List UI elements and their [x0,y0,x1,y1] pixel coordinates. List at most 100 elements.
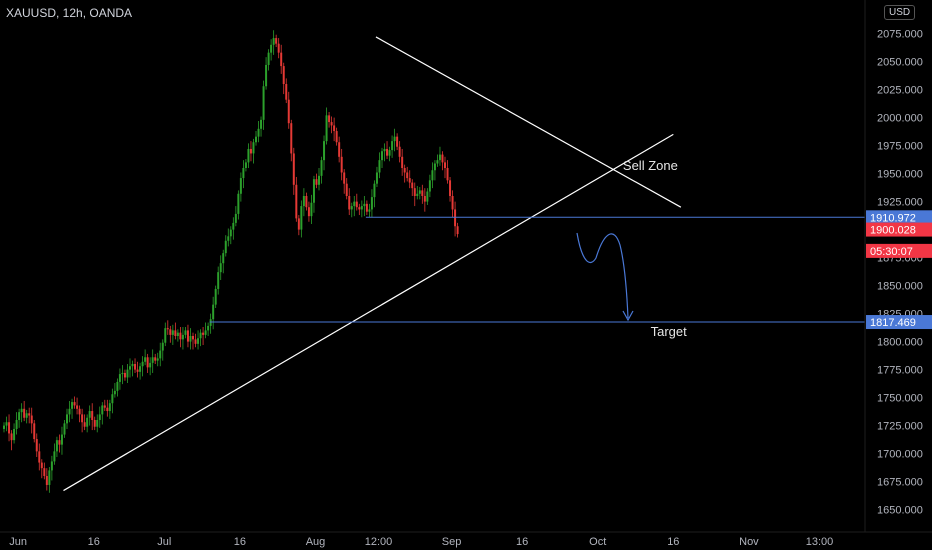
candle-body [282,66,285,84]
candle-body [101,405,104,415]
candle-body [113,390,116,395]
y-tick-label: 1650.000 [877,505,923,517]
candle-body [28,413,31,416]
candles [3,30,459,493]
candle-body [307,207,310,217]
candle-body [451,196,454,210]
candle-body [441,154,444,163]
candle-body [227,236,230,241]
x-tick-label: 16 [234,536,246,548]
candle-body [406,172,409,179]
candle-body [91,411,94,420]
candle-body [202,332,205,335]
candle-body [262,86,265,120]
candle-body [249,148,252,154]
candle-body [81,414,84,423]
candle-body [358,207,361,210]
candle-body [86,417,89,427]
projection-arrow[interactable] [576,232,634,322]
trendline-2[interactable] [375,36,682,208]
candle-body [277,43,280,53]
arrow-path[interactable] [576,232,629,319]
y-tick-label: 1750.000 [877,393,923,405]
candle-body [38,451,41,463]
candle-body [315,179,318,185]
candle-body [161,342,164,351]
candle-body [383,148,386,152]
candle-body [164,328,167,343]
trendline-1[interactable] [63,133,674,492]
candle-body [123,372,126,378]
candle-body [129,366,131,370]
candle-body [146,357,149,368]
currency-button[interactable]: USD [884,5,916,20]
candle-body [207,325,210,331]
candle-body [20,408,23,413]
candle-body [98,414,101,420]
candle-body [413,188,416,196]
candle-body [181,334,184,340]
x-tick-label: 16 [88,536,100,548]
candle-body [433,163,436,171]
x-tick-label: Nov [739,536,759,548]
candle-body [18,412,21,420]
candle-body [265,64,268,87]
y-tick-label: 1975.000 [877,141,923,153]
candle-body [340,156,343,173]
candle-body [93,420,96,427]
candle-body [393,136,396,142]
candle-body [234,213,237,223]
level-lines[interactable] [209,216,865,323]
y-tick-label: 1775.000 [877,365,923,377]
candle-body [83,422,86,427]
candle-body [25,413,28,418]
trendlines[interactable] [63,36,682,492]
annotation-label: Target [651,324,688,339]
countdown-label: 05:30:07 [870,246,913,258]
annotations: Sell Zone Target [623,158,687,339]
candle-body [204,330,207,335]
candle-body [267,52,270,65]
candle-body [222,253,225,264]
candle-body [136,369,139,372]
candle-body [328,115,331,123]
candle-body [8,422,11,434]
candle-body [189,336,192,342]
candle-body [169,329,172,335]
chart-title: XAUUSD, 12h, OANDA [6,6,133,20]
candle-body [134,364,137,370]
candle-body [184,330,187,335]
candle-body [292,153,295,185]
candle-body [421,190,424,196]
candle-body [242,168,245,179]
candle-body [237,193,240,214]
candle-body [103,405,106,408]
candle-body [159,350,162,359]
candle-body [179,332,182,340]
candle-body [355,201,358,208]
candle-body [224,240,227,254]
candle-body [151,357,154,363]
x-tick-label: 12:00 [365,536,393,548]
candle-body [63,423,66,435]
candle-body [257,128,260,137]
y-tick-label: 1925.000 [877,197,923,209]
current-price-tag [866,222,932,237]
candle-body [350,206,353,210]
time-axis[interactable]: Jun 16 Jul 16 Aug 12:00 Sep 16 Oct 16 Nov 13:00 [9,536,833,548]
candle-body [144,357,147,362]
candle-body [76,405,79,409]
x-tick-label: Oct [589,536,606,548]
level-tag [866,315,932,330]
candle-body [141,361,144,367]
arrow-head-icon [622,310,634,322]
candle-body [232,222,235,230]
y-tick-label: 1850.000 [877,281,923,293]
candle-body [30,415,33,424]
x-tick-label: 13:00 [806,536,834,548]
x-tick-label: Aug [306,536,326,548]
candle-body [96,420,99,427]
candle-body [66,414,68,424]
